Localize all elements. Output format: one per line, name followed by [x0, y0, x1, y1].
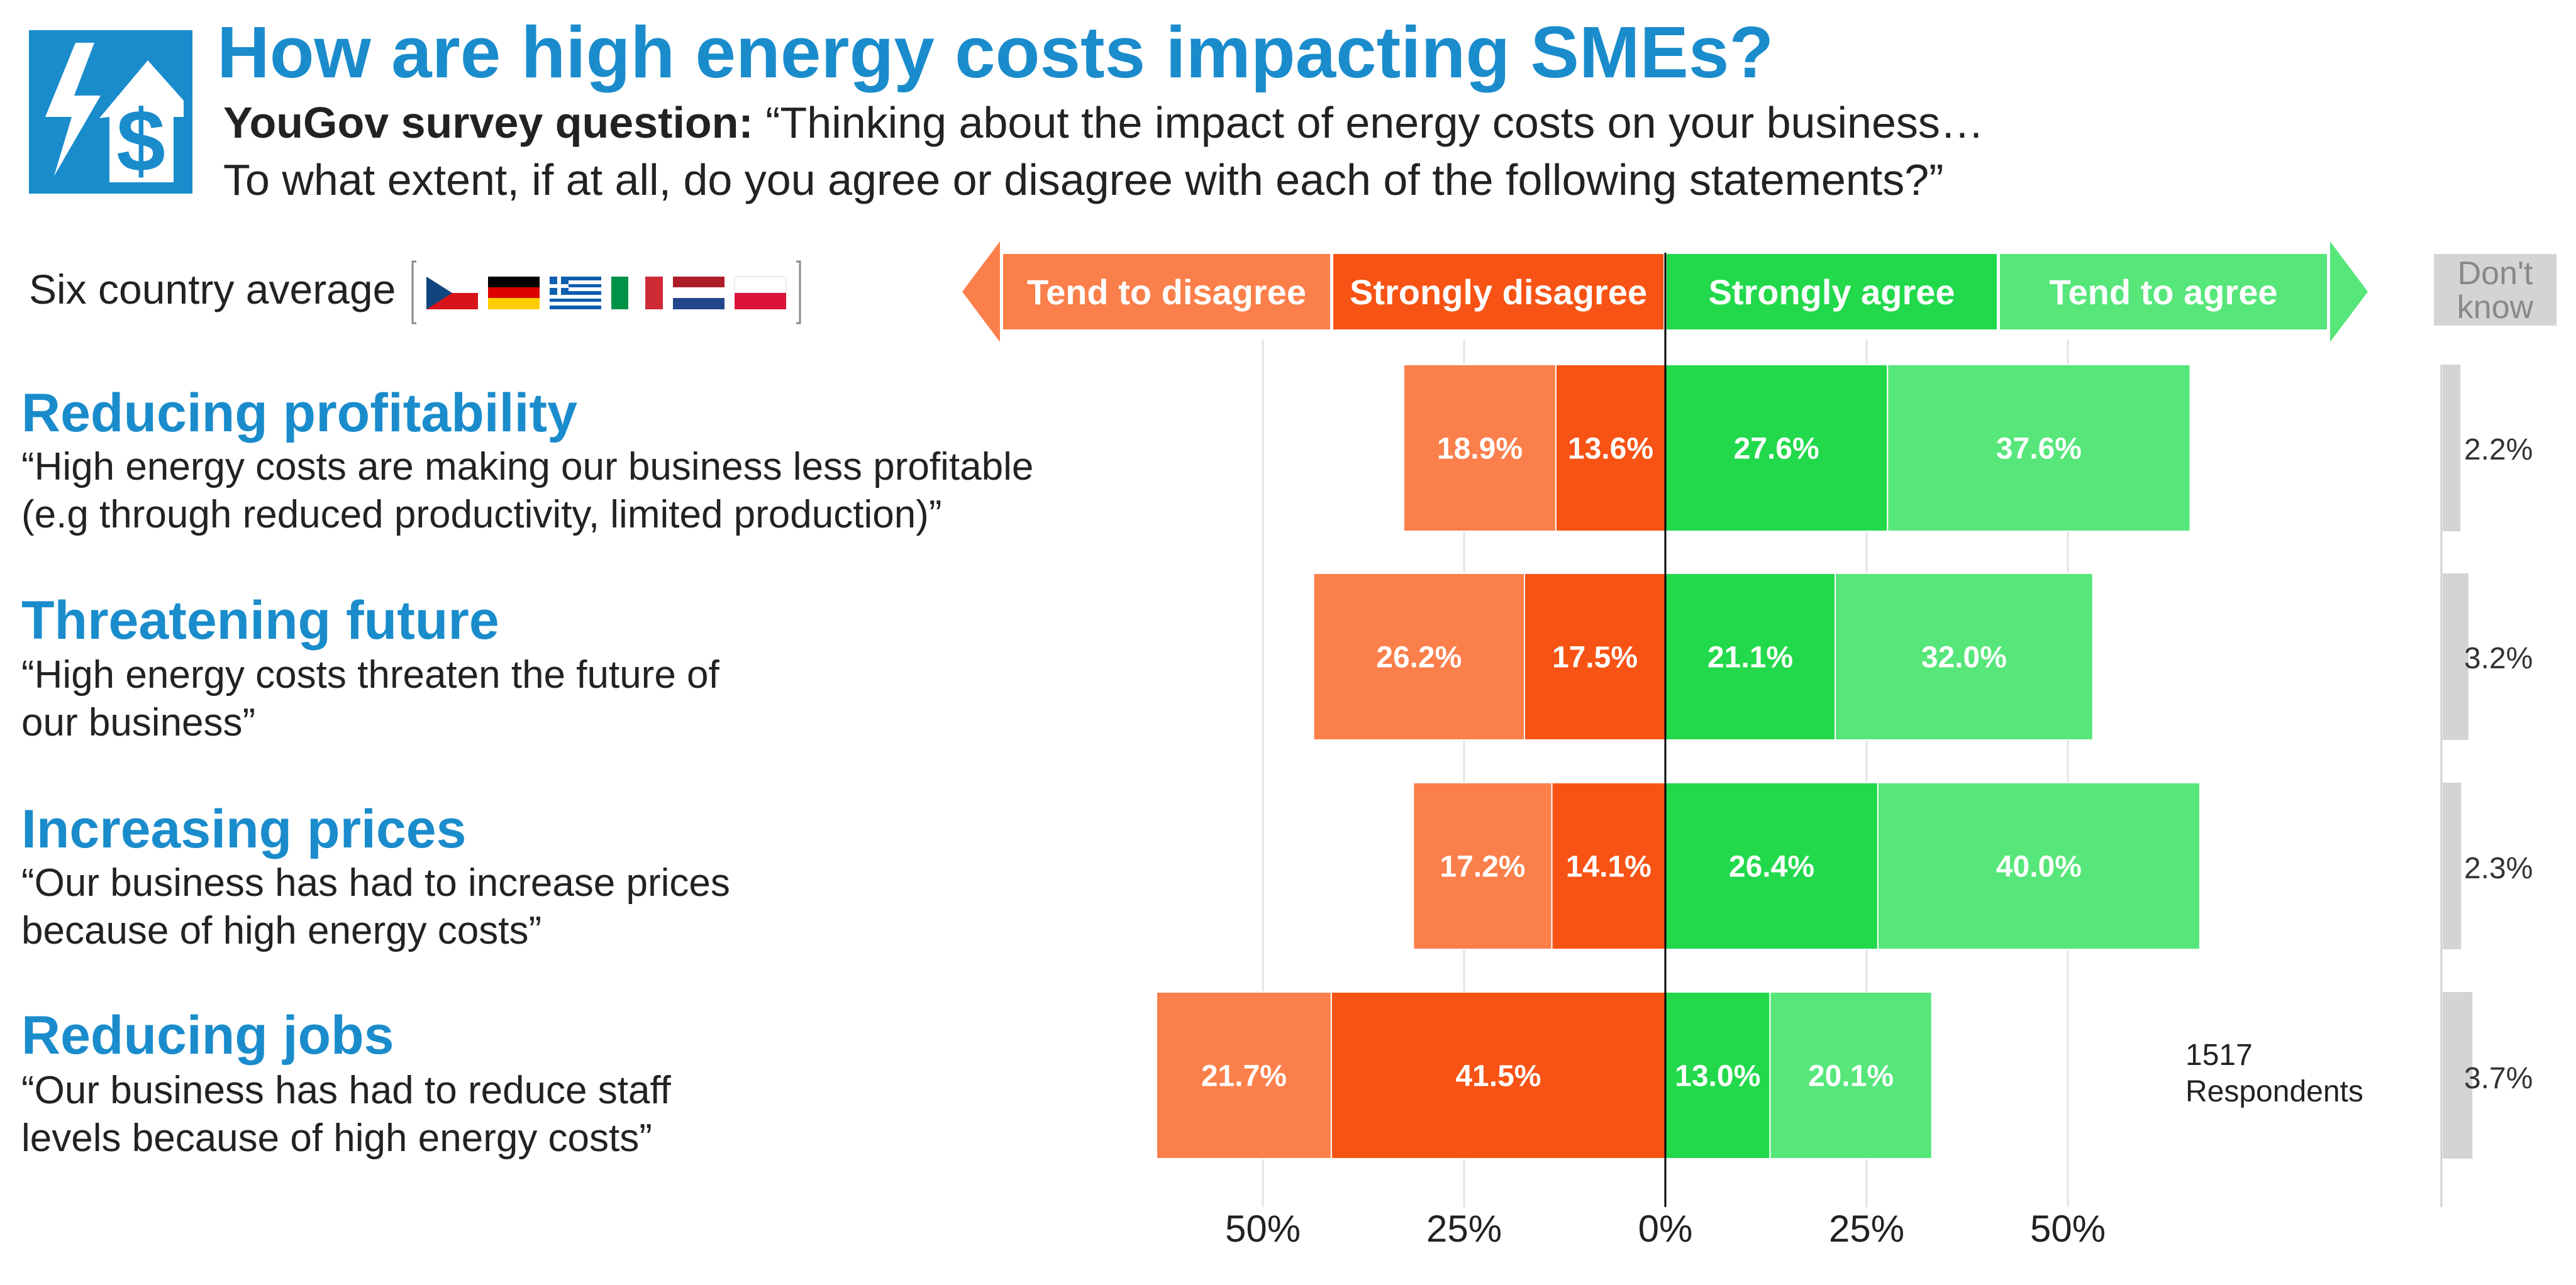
tend-disagree-data-label: 21.7%	[1201, 1060, 1287, 1093]
dont-know-value: 2.2%	[2464, 433, 2533, 466]
tend-disagree-bar	[1413, 782, 1553, 950]
respondents-note: 1517 Respondents	[2185, 1037, 2363, 1110]
czech-flag	[426, 277, 478, 309]
strongly-agree-bar	[1665, 364, 1889, 532]
strongly-agree-bar	[1665, 573, 1836, 741]
tend-disagree-label: Tend to disagree	[1027, 272, 1306, 312]
german-flag	[488, 277, 540, 309]
respondent-count: 1517	[2185, 1039, 2253, 1072]
tend-agree-bar	[1769, 991, 1933, 1159]
lightning-icon	[45, 43, 101, 176]
row-desc-line-1: “Our business has had to increase prices	[21, 861, 730, 905]
energy-cost-logo: $	[29, 30, 192, 194]
strongly-agree-data-label: 13.0%	[1675, 1060, 1760, 1093]
dont-know-header: Don't know	[2434, 254, 2557, 326]
row-desc-line-1: “High energy costs are making our busine…	[21, 445, 1034, 488]
strongly-agree-header	[1667, 254, 1997, 329]
greek-flag	[550, 277, 601, 309]
dont-know-value: 3.7%	[2464, 1062, 2533, 1095]
strongly-disagree-bar	[1551, 782, 1667, 950]
agree-arrow-head	[2330, 241, 2368, 342]
x-tick-label: 50%	[2029, 1208, 2106, 1250]
row-desc-line-2: because of high energy costs”	[21, 908, 542, 952]
strongly-disagree-header	[1333, 254, 1663, 329]
strongly-disagree-data-label: 41.5%	[1455, 1060, 1541, 1093]
row-title-jobs: Reducing jobs	[21, 1005, 394, 1066]
row-desc-prices: “Our business has had to increase prices…	[21, 859, 730, 954]
strongly-disagree-data-label: 14.1%	[1566, 851, 1652, 884]
row-desc-line-2: our business”	[21, 700, 256, 744]
tend-disagree-data-label: 26.2%	[1376, 641, 1462, 675]
tend-agree-data-label: 20.1%	[1808, 1060, 1894, 1093]
row-title-future: Threatening future	[21, 590, 499, 651]
legend-label: Six country average	[29, 266, 396, 312]
row-desc-profitability: “High energy costs are making our busine…	[21, 443, 1033, 538]
strongly-disagree-bar	[1330, 991, 1667, 1159]
chart-title: How are high energy costs impacting SMEs…	[217, 11, 1774, 93]
x-tick-label: 25%	[1828, 1208, 1905, 1250]
strongly-agree-bar	[1665, 782, 1879, 950]
strongly-disagree-label: Strongly disagree	[1349, 272, 1648, 312]
tend-disagree-header	[1003, 254, 1330, 329]
strongly-agree-data-label: 27.6%	[1734, 433, 1819, 466]
dont-know-bar	[2443, 573, 2468, 740]
row-desc-line-1: “Our business has had to reduce staff	[21, 1069, 671, 1112]
respondent-label: Respondents	[2185, 1074, 2363, 1108]
dont-know-value: 2.3%	[2464, 852, 2533, 885]
tend-agree-header	[2000, 254, 2327, 329]
strongly-agree-data-label: 21.1%	[1707, 641, 1793, 675]
polish-flag	[734, 276, 787, 309]
row-title-prices: Increasing prices	[21, 799, 467, 859]
row-desc-line-2: (e.g through reduced productivity, limit…	[21, 492, 942, 536]
dutch-flag	[673, 277, 724, 309]
question-line-2: To what extent, if at all, do you agree …	[223, 155, 1944, 204]
question-line-1: YouGov survey question: “Thinking about …	[223, 94, 1984, 152]
tend-agree-data-label: 40.0%	[1996, 851, 2082, 884]
dont-know-bar	[2443, 365, 2461, 531]
tend-disagree-bar	[1313, 573, 1525, 741]
tend-disagree-data-label: 17.2%	[1440, 851, 1525, 884]
tend-disagree-bar	[1156, 991, 1332, 1159]
italian-flag	[611, 277, 663, 309]
tend-agree-data-label: 37.6%	[1996, 433, 2082, 466]
dont-know-bar	[2443, 992, 2473, 1159]
house-icon: $	[99, 60, 184, 190]
strongly-agree-bar	[1665, 991, 1771, 1159]
row-title-profitability: Reducing profitability	[21, 383, 577, 443]
question-text-1: “Thinking about the impact of energy cos…	[765, 98, 1984, 147]
tend-disagree-bar	[1403, 364, 1557, 532]
dont-know-value: 3.2%	[2464, 642, 2533, 675]
strongly-agree-label: Strongly agree	[1708, 272, 1955, 312]
x-tick-label: 0%	[1638, 1208, 1693, 1250]
survey-question: YouGov survey question: “Thinking about …	[223, 94, 1984, 209]
row-desc-jobs: “Our business has had to reduce staff le…	[21, 1067, 671, 1162]
strongly-disagree-data-label: 13.6%	[1568, 433, 1653, 466]
tend-agree-data-label: 32.0%	[1921, 641, 2007, 675]
tend-agree-label: Tend to agree	[2049, 272, 2278, 312]
strongly-agree-data-label: 26.4%	[1729, 851, 1814, 884]
row-desc-line-1: “High energy costs threaten the future o…	[21, 653, 719, 697]
dollar-icon: $	[116, 91, 165, 190]
question-prefix: YouGov survey question:	[223, 98, 753, 147]
tend-agree-bar	[1877, 782, 2201, 950]
tend-disagree-data-label: 18.9%	[1437, 433, 1523, 466]
strongly-disagree-data-label: 17.5%	[1552, 641, 1638, 675]
disagree-arrow-head	[962, 241, 1000, 342]
row-desc-line-2: levels because of high energy costs”	[21, 1116, 652, 1160]
tend-agree-bar	[1835, 573, 2094, 741]
country-flags	[411, 260, 801, 324]
x-tick-label: 50%	[1224, 1208, 1301, 1250]
x-tick-label: 25%	[1426, 1208, 1502, 1250]
dont-know-bar	[2443, 783, 2462, 949]
row-desc-future: “High energy costs threaten the future o…	[21, 651, 719, 746]
tend-agree-bar	[1887, 364, 2191, 532]
